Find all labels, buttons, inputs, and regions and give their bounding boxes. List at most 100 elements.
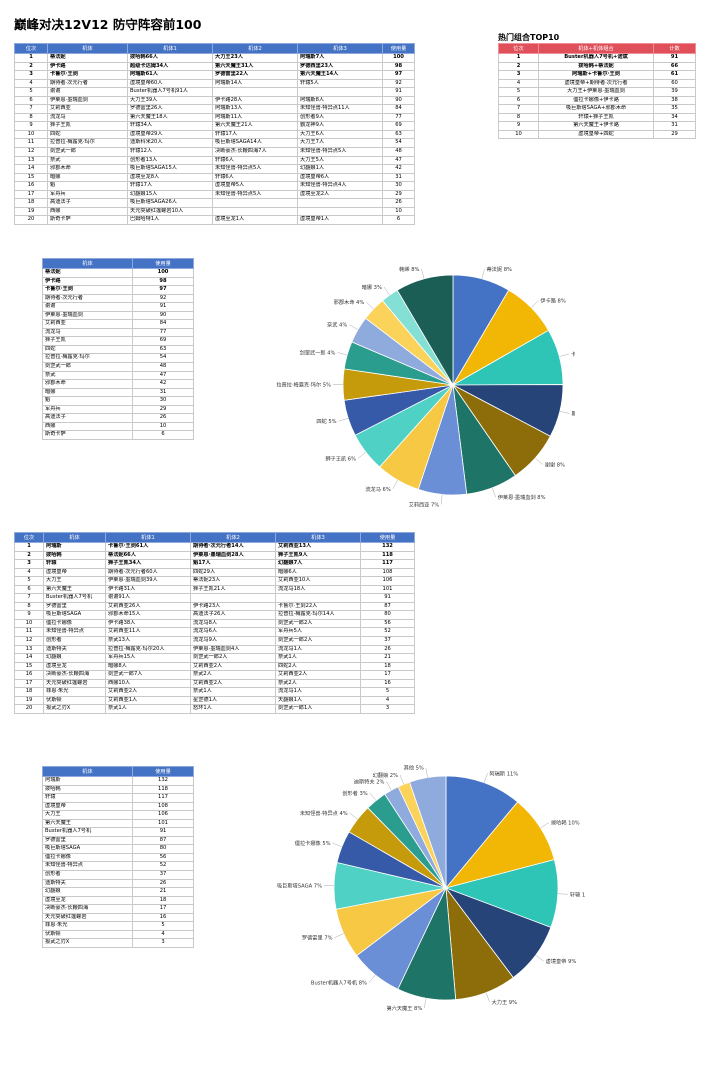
- table-cell: 幻翻娘15人: [127, 189, 213, 200]
- table-cell: 虚境皇帝60人: [127, 78, 213, 89]
- leader-line: [559, 410, 570, 414]
- table-cell: 伊莱恩·墨瑞血剑: [42, 310, 133, 321]
- table-cell: 35: [653, 104, 696, 114]
- table-cell: 斯奇卡萨: [42, 430, 133, 440]
- table-cell: 巴姆哈特1人: [127, 215, 213, 225]
- table-cell: 阿瑞斯11人: [212, 112, 298, 123]
- table-cell: 吸巨斯塔SAGA15人: [127, 164, 213, 174]
- table-cell: [212, 206, 298, 217]
- table-cell: 拉普拉·梅露克·玛尔20人: [105, 644, 191, 655]
- table-cell: 轩辕: [43, 559, 106, 569]
- table-cell: 伏斯顿: [42, 929, 133, 940]
- table-cell: 邪郡木命15人: [105, 610, 191, 620]
- table-row: 14 幻翻娘 军舟兵15人 剑罡武一郎2人 奈武1人 21: [14, 653, 415, 663]
- table-cell: 37: [360, 636, 415, 646]
- table-row: 蒂法妮 100: [42, 268, 194, 278]
- table-row: 16 决断豪杰·长鞭四海 剑罡武一郎7人 奈武2人 艾莉西亚2人 17: [14, 670, 415, 680]
- pie-label: 未知怪兽·特异点 4%: [300, 809, 348, 817]
- table-cell: 魁17人: [190, 559, 276, 569]
- table-cell: 第六天魔王31人: [212, 61, 298, 72]
- table-cell: 幻翻娘7人: [275, 559, 361, 569]
- table-cell: 虚境皇帝6人: [297, 172, 383, 183]
- table-cell: 未知怪兽·特异点: [43, 627, 106, 637]
- leader-line: [399, 774, 405, 785]
- table-cell: 1: [14, 53, 48, 63]
- table-row: 报武之刃X 3: [42, 938, 194, 948]
- table-cell: 未知怪兽·特异点5人: [297, 147, 383, 157]
- table-row: 7 吸巨斯塔SAGA+邪郡木命 35: [498, 104, 696, 114]
- table-cell: 虚境皇帝: [42, 801, 133, 812]
- leader-line: [531, 300, 539, 308]
- leader-line: [338, 417, 349, 422]
- table-cell: 艾莉西亚1人: [105, 695, 191, 706]
- table-cell: 轩辕5人: [297, 78, 383, 89]
- table-cell: 剑罡武一郎2人: [190, 653, 276, 663]
- table-cell: 18: [14, 198, 48, 208]
- table-cell: [190, 593, 276, 603]
- table-cell: 91: [382, 87, 415, 97]
- table-cell: 10: [132, 421, 194, 432]
- partner-usage-summary-table: 机体 使用量 阿瑞斯 132 拨哈韩 118 轩辕 117 虚境皇帝 108 大力王 106 第六天魔王…: [42, 766, 194, 948]
- table-cell: 军舟兵15人: [105, 653, 191, 663]
- table-cell: 19: [14, 206, 48, 217]
- table-row: 菲恩·朱光 5: [42, 921, 194, 931]
- table-cell: 艾莉西亚13人: [275, 542, 361, 552]
- table-cell: 47: [132, 370, 194, 381]
- table-row: 迪斯特夫 26: [42, 878, 194, 889]
- table-row: 期待者·次元行者 92: [42, 293, 194, 304]
- leader-line: [491, 487, 496, 498]
- table-cell: 18: [132, 895, 194, 906]
- table-cell: 狮子王凯34人: [105, 559, 191, 569]
- table-cell: 4: [14, 567, 44, 578]
- table-cell: 3: [14, 559, 44, 569]
- pie-label: 伊莱恩·墨瑞血剑 8%: [498, 493, 546, 501]
- table-cell: 阿瑞斯8人: [297, 95, 383, 106]
- column-header: 机体3: [275, 532, 361, 543]
- table-cell: 大力王6人: [297, 129, 383, 140]
- table-row: 决断豪杰·长鞭四海 17: [42, 904, 194, 914]
- table-cell: 军舟兵5人: [275, 627, 361, 637]
- table-cell: 伊莱恩·墨瑞血剑28人: [190, 550, 276, 561]
- table-cell: [212, 198, 298, 208]
- table-row: 伊卡路 98: [42, 276, 194, 287]
- table-row: 罗德雷里 87: [42, 835, 194, 846]
- table-cell: 5: [498, 87, 539, 97]
- table-row: 未知怪兽·特异点 52: [42, 861, 194, 871]
- table-cell: 天翻娘1人: [275, 695, 361, 706]
- table-row: 12 创形者 奈武13人 流龙马9人 剑罡武一郎2人 37: [14, 636, 415, 646]
- column-header: 使用量: [132, 766, 194, 777]
- pie-label: 蒂法妮 8%: [486, 265, 512, 273]
- table-row: 8 流龙马 第六天魔王18人 阿瑞斯11人 创形者9人 77: [14, 112, 415, 123]
- table-cell: 决断豪杰·长鞭四海: [42, 904, 133, 914]
- table-cell: 132: [132, 776, 194, 786]
- table-row: 虚境至龙 18: [42, 895, 194, 906]
- table-cell: 52: [360, 627, 415, 637]
- table-cell: 军舟兵: [47, 189, 128, 200]
- table-cell: [212, 87, 298, 97]
- table-row: 高迪法子 26: [42, 413, 194, 423]
- pie-label: 暗娜 3%: [362, 283, 382, 291]
- table-cell: 虚境至龙: [42, 895, 133, 906]
- pie-label: 吸巨斯塔SAGA 7%: [277, 882, 322, 890]
- table-cell: 3: [132, 938, 194, 948]
- table-row: 11 拉普拉·梅露克·玛尔 迪斯科米20人 吸巨斯塔SAGA14人 大力王7人 54: [14, 138, 415, 148]
- table-row: 魁 30: [42, 396, 194, 406]
- table-cell: 3: [14, 70, 48, 80]
- table-cell: 118: [132, 784, 194, 795]
- table-row: 军舟兵 29: [42, 404, 194, 415]
- table-row: 拨哈韩 118: [42, 784, 194, 795]
- table-cell: 创形者: [42, 870, 133, 880]
- table-cell: 56: [132, 852, 194, 863]
- table-cell: 四蛇29人: [190, 567, 276, 578]
- table-cell: 21: [360, 653, 415, 663]
- table-cell: 6: [14, 95, 48, 106]
- table-row: 1 蒂法妮 拨哈韩66人 大力王23人 阿瑞斯7人 100: [14, 53, 415, 63]
- table-cell: 9: [14, 121, 48, 131]
- table-cell: 3: [498, 70, 539, 80]
- partner-usage-table: 位次 机体 机体1 机体2 机体3 使用量 1 阿瑞斯 卡鲁尔·王剑61人 期待者·次元行者14人…: [14, 532, 415, 714]
- table-cell: 迪斯特夫: [42, 878, 133, 889]
- table-row: 1 阿瑞斯 卡鲁尔·王剑61人 期待者·次元行者14人 艾莉西亚13人 132: [14, 542, 415, 552]
- table-cell: 虚境皇帝5人: [212, 181, 298, 191]
- table-cell: 军舟兵: [42, 404, 133, 415]
- table-cell: 101: [132, 818, 194, 829]
